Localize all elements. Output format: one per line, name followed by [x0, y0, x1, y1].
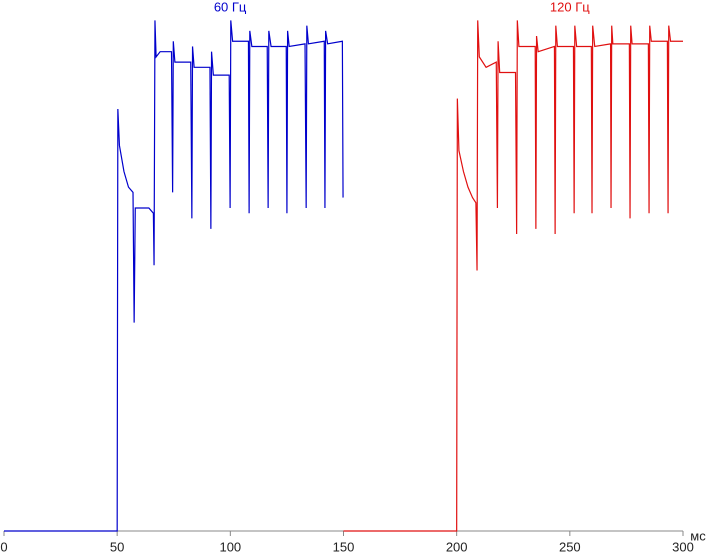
x-tick-label: 300 [672, 539, 694, 554]
x-tick-label: 250 [559, 539, 581, 554]
x-tick-label: 200 [446, 539, 468, 554]
x-tick-label: 0 [0, 539, 7, 554]
series-line [343, 20, 683, 532]
x-tick-label: 150 [333, 539, 355, 554]
x-tick-label: 50 [110, 539, 124, 554]
series-label: 60 Гц [214, 0, 247, 14]
x-tick-label: 100 [219, 539, 241, 554]
series-label: 120 Гц [550, 0, 590, 14]
series-line [4, 20, 344, 532]
x-axis-unit: мс [690, 528, 706, 543]
